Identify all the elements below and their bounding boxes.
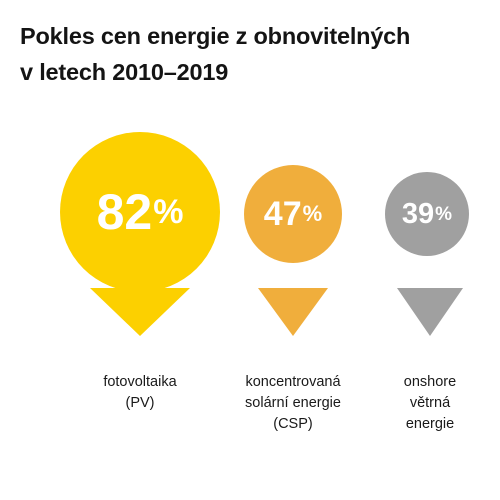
wind-label-line-1: onshore	[403, 374, 457, 390]
pv-down-triangle	[90, 288, 190, 336]
wind-percent-circle: 39 %	[385, 172, 469, 256]
csp-label: koncentrovaná solární energie (CSP)	[218, 372, 368, 435]
wind-percent-value: 39	[401, 197, 435, 230]
csp-down-triangle	[258, 288, 328, 336]
title-line-2: v letech 2010–2019	[20, 59, 229, 85]
csp-label-line-3: (CSP)	[273, 416, 313, 432]
wind-label-line-3: energie	[405, 416, 455, 432]
wind-label-line-2: větrná	[409, 395, 451, 411]
pv-label-line-1: fotovoltaika	[103, 374, 177, 390]
pv-percent-value: 82	[96, 184, 153, 240]
wind-down-triangle	[397, 288, 463, 336]
wind-label: onshore větrná energie	[372, 372, 488, 435]
title-line-1: Pokles cen energie z obnovitelných	[20, 23, 411, 49]
csp-percent-sign: %	[302, 201, 323, 226]
pv-label: fotovoltaika (PV)	[60, 372, 220, 414]
csp-label-line-1: koncentrovaná	[245, 374, 341, 390]
csp-percent-value: 47	[263, 195, 302, 233]
csp-label-line-2: solární energie	[245, 395, 341, 411]
wind-percent-sign: %	[435, 203, 453, 225]
pv-label-line-2: (PV)	[125, 395, 155, 411]
pv-percent-sign: %	[153, 193, 184, 231]
page-title: Pokles cen energie z obnovitelných v let…	[20, 18, 490, 90]
pv-percent-circle: 82 %	[60, 132, 220, 292]
csp-percent-circle: 47 %	[244, 165, 342, 263]
